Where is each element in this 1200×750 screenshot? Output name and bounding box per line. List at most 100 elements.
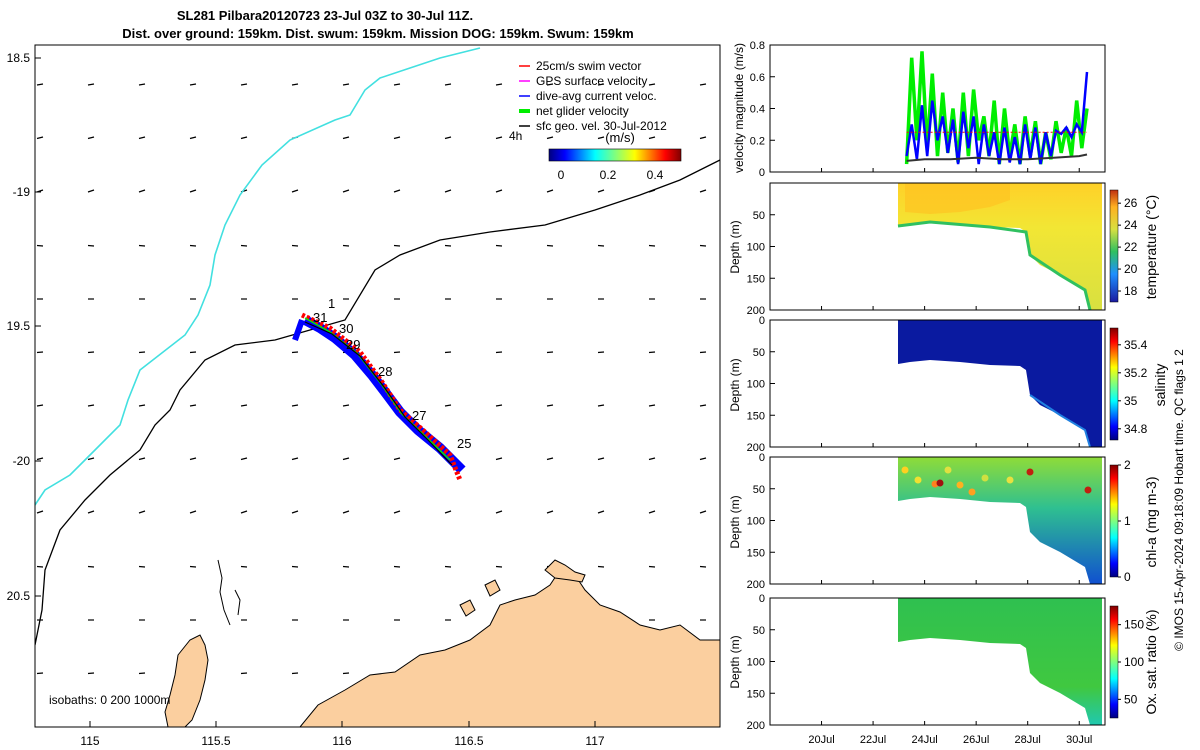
sfc-geo-arrow	[342, 672, 350, 675]
day-label: 25	[457, 436, 471, 451]
sfc-geo-arrow	[87, 136, 95, 140]
sfc-geo-arrow	[36, 457, 44, 461]
salinity-colorbar-ticks: 34.8 35 35.2 35.4	[1118, 338, 1148, 436]
sfc-geo-arrow	[597, 404, 605, 407]
oxygen-colorbar-label: Ox. sat. ratio (%)	[1143, 609, 1159, 714]
sfc-geo-arrow	[36, 351, 44, 354]
sfc-geo-arrow	[648, 404, 656, 407]
sfc-geo-arrow	[291, 244, 299, 247]
map-y-tick-label: -19	[13, 185, 31, 199]
sfc-geo-arrow	[291, 404, 299, 407]
sfc-geo-arrow	[444, 136, 452, 140]
day-label: 28	[378, 364, 392, 379]
sfc-geo-arrow	[444, 189, 452, 193]
oxygen-colorbar-ticks: 50 100 150	[1118, 618, 1144, 706]
sfc-geo-arrow	[189, 83, 197, 86]
temperature-bottom-edge	[897, 220, 1092, 311]
velocity-panel: velocity magnitude (m/s) 0 0.2 0.4 0.6 0.8	[732, 40, 1106, 179]
footer-credit: © IMOS 15-Apr-2024 09:18:09 Hobart time.…	[1172, 349, 1186, 651]
colorbar-units: (m/s)	[605, 130, 635, 145]
sfc-geo-arrow	[36, 404, 44, 407]
chlorophyll-spot	[956, 481, 964, 489]
sfc-geo-arrow	[495, 189, 503, 193]
velocity-series-line	[904, 51, 1089, 165]
sfc-geo-arrow	[546, 136, 554, 140]
depth-tick-label: 200	[747, 442, 765, 454]
sfc-geo-arrow	[36, 83, 44, 86]
sfc-geo-arrow	[597, 351, 605, 354]
time-tick-label: 28Jul	[1015, 734, 1041, 746]
sfc-geo-arrow	[597, 457, 605, 461]
colorbar-tick-label: 2	[1124, 458, 1131, 472]
land-islet-3	[217, 559, 231, 626]
sfc-geo-arrow	[648, 136, 656, 140]
temperature-warm-layer	[905, 183, 1010, 214]
depth-tick-label: 150	[747, 273, 765, 285]
chlorophyll-spot	[1026, 468, 1034, 476]
colorbar-tick-label: 0	[1124, 570, 1131, 584]
sfc-geo-arrow	[36, 244, 44, 247]
sfc-geo-arrow	[291, 351, 299, 354]
sfc-geo-arrow	[699, 351, 707, 354]
sfc-geo-arrow	[495, 565, 503, 568]
sfc-geo-arrow	[36, 136, 44, 140]
colorbar-tick-label: 20	[1124, 262, 1138, 276]
temperature-colorbar	[1109, 189, 1119, 303]
depth-tick-label: 50	[753, 625, 765, 637]
depth-tick-label: 50	[753, 347, 765, 359]
sfc-geo-arrow	[240, 510, 248, 514]
chlorophyll-spot	[1084, 486, 1092, 494]
legend-label: sfc geo. vel. 30-Jul-2012	[536, 119, 667, 133]
salinity-panel: Depth (m) 0 50 100 150 200 34.8 35 35.2 35.4 sa…	[728, 315, 1168, 454]
depth-tick-label: 0	[759, 593, 765, 605]
day-label: 29	[346, 337, 360, 352]
velocity-y-axis: 0 0.2 0.4 0.6 0.8	[750, 40, 775, 179]
sfc-geo-arrow	[546, 244, 554, 247]
depth-ylabel: Depth (m)	[728, 220, 742, 273]
chlorophyll-field	[898, 457, 1102, 584]
velocity-series	[904, 51, 1089, 165]
sfc-geo-arrow	[342, 189, 350, 193]
chlorophyll-panel: Depth (m) 0 50 100 150 200 0 1 2 chl-a (mg m-3…	[728, 452, 1159, 591]
sfc-geo-arrow	[699, 136, 707, 140]
sfc-geo-arrow	[291, 457, 299, 461]
sfc-geo-arrow	[342, 244, 350, 247]
sfc-geo-arrow	[393, 351, 401, 354]
land-island-barrow	[164, 634, 209, 727]
land-islet-2	[484, 579, 501, 597]
sfc-geo-arrow	[87, 457, 95, 461]
sfc-geo-arrow	[597, 189, 605, 193]
sfc-geo-arrow	[699, 83, 707, 86]
legend-label: dive-avg current veloc.	[536, 89, 657, 103]
sfc-geo-arrow	[444, 83, 452, 86]
map-y-axis: 18.5 -19 19.5 -20 20.5	[7, 51, 41, 603]
sfc-geo-arrow	[597, 565, 605, 568]
sfc-geo-arrow	[648, 83, 656, 86]
sfc-geo-arrow	[393, 510, 401, 514]
depth-tick-label: 100	[747, 657, 765, 669]
temperature-panel: Depth (m) 50 100 150 200 18 20 22 24 26 tempera…	[728, 182, 1159, 317]
sfc-geo-arrow	[138, 83, 146, 86]
sfc-geo-arrow	[240, 351, 248, 354]
sfc-geo-arrow	[393, 136, 401, 140]
map-title-line2: Dist. over ground: 159km. Dist. swum: 15…	[122, 26, 634, 41]
sfc-geo-arrow	[597, 136, 605, 140]
sfc-geo-arrow	[495, 510, 503, 514]
sfc-geo-arrow	[699, 404, 707, 407]
sfc-geo-arrow	[138, 510, 146, 514]
sfc-geo-arrow	[36, 565, 44, 568]
speed-colorbar	[548, 148, 682, 162]
land-islet-4	[234, 589, 241, 616]
map-x-tick-label: 117	[585, 734, 604, 748]
chlorophyll-spot	[981, 474, 989, 482]
sfc-geo-arrow	[444, 244, 452, 247]
sfc-geo-arrow	[546, 351, 554, 354]
depth-ylabel: Depth (m)	[728, 635, 742, 688]
sfc-geo-arrow	[138, 244, 146, 247]
oxygen-field	[898, 598, 1102, 725]
map-x-tick-label: 115.5	[201, 734, 230, 748]
depth-tick-label: 0	[759, 315, 765, 327]
sfc-geo-arrow	[87, 83, 95, 86]
isobath-200m	[35, 159, 720, 646]
